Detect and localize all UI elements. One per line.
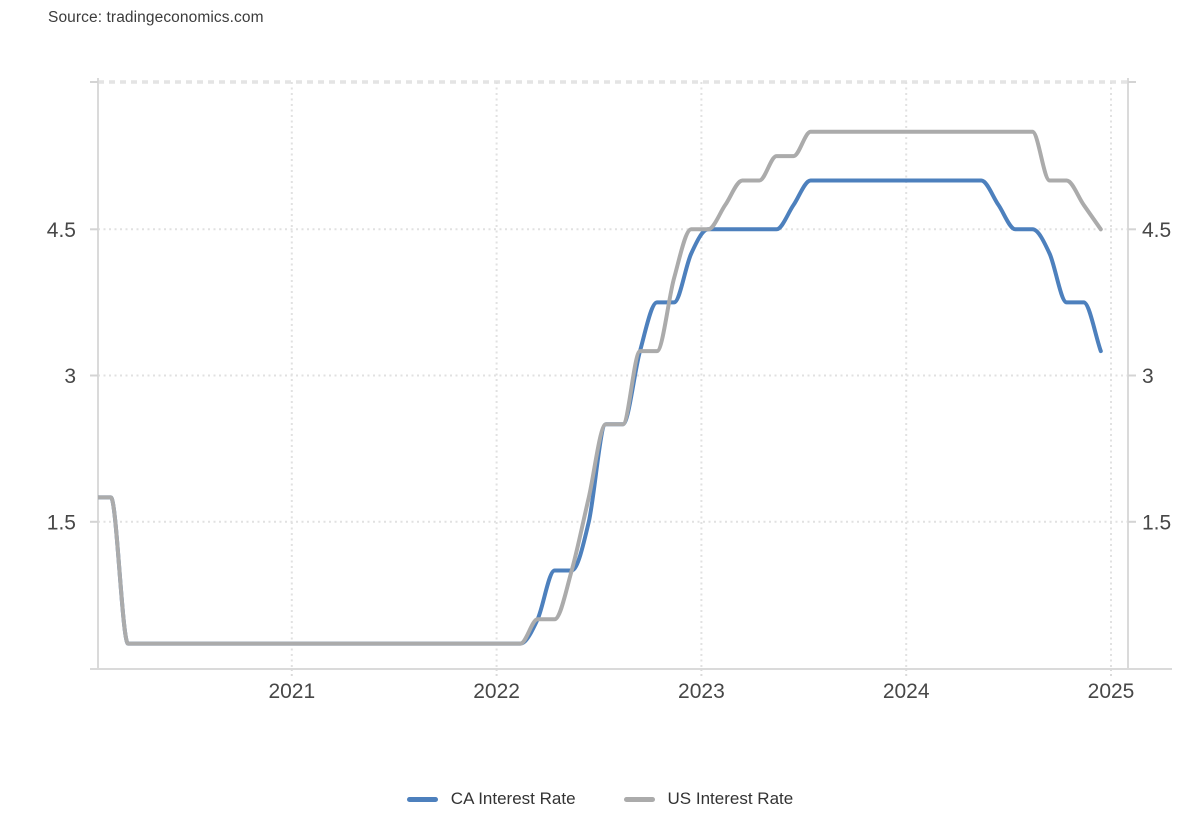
source-label: Source: tradingeconomics.com bbox=[48, 9, 264, 26]
x-tick-label: 2023 bbox=[678, 680, 725, 703]
legend-label: US Interest Rate bbox=[667, 789, 794, 808]
x-tick-label: 2022 bbox=[473, 680, 520, 703]
y-tick-label-right: 1.5 bbox=[1142, 511, 1171, 534]
y-tick-label-left: 3 bbox=[64, 365, 76, 388]
y-tick-label-left: 4.5 bbox=[47, 219, 76, 242]
x-tick-label: 2024 bbox=[883, 680, 930, 703]
us-interest-rate-line bbox=[98, 129, 1103, 646]
legend-swatch-us-interest-rate bbox=[623, 796, 655, 802]
chart-legend: CA Interest Rate US Interest Rate bbox=[0, 789, 1200, 809]
interest-rate-chart: 1.5 1.5 3 3 4.5 4.5 2021 2022 2023 2024 2025 bbox=[47, 78, 1172, 703]
x-tick-label: 2021 bbox=[268, 680, 315, 703]
legend-item-us-interest-rate[interactable]: US Interest Rate bbox=[623, 789, 794, 809]
y-tick-label-right: 4.5 bbox=[1142, 219, 1171, 242]
y-tick-label-left: 1.5 bbox=[47, 511, 76, 534]
y-tick-label-right: 3 bbox=[1142, 365, 1154, 388]
legend-swatch-ca-interest-rate bbox=[406, 796, 438, 802]
ca-interest-rate-line bbox=[98, 178, 1103, 646]
legend-label: CA Interest Rate bbox=[450, 789, 576, 808]
legend-item-ca-interest-rate[interactable]: CA Interest Rate bbox=[406, 789, 576, 809]
x-tick-label: 2025 bbox=[1088, 680, 1135, 703]
